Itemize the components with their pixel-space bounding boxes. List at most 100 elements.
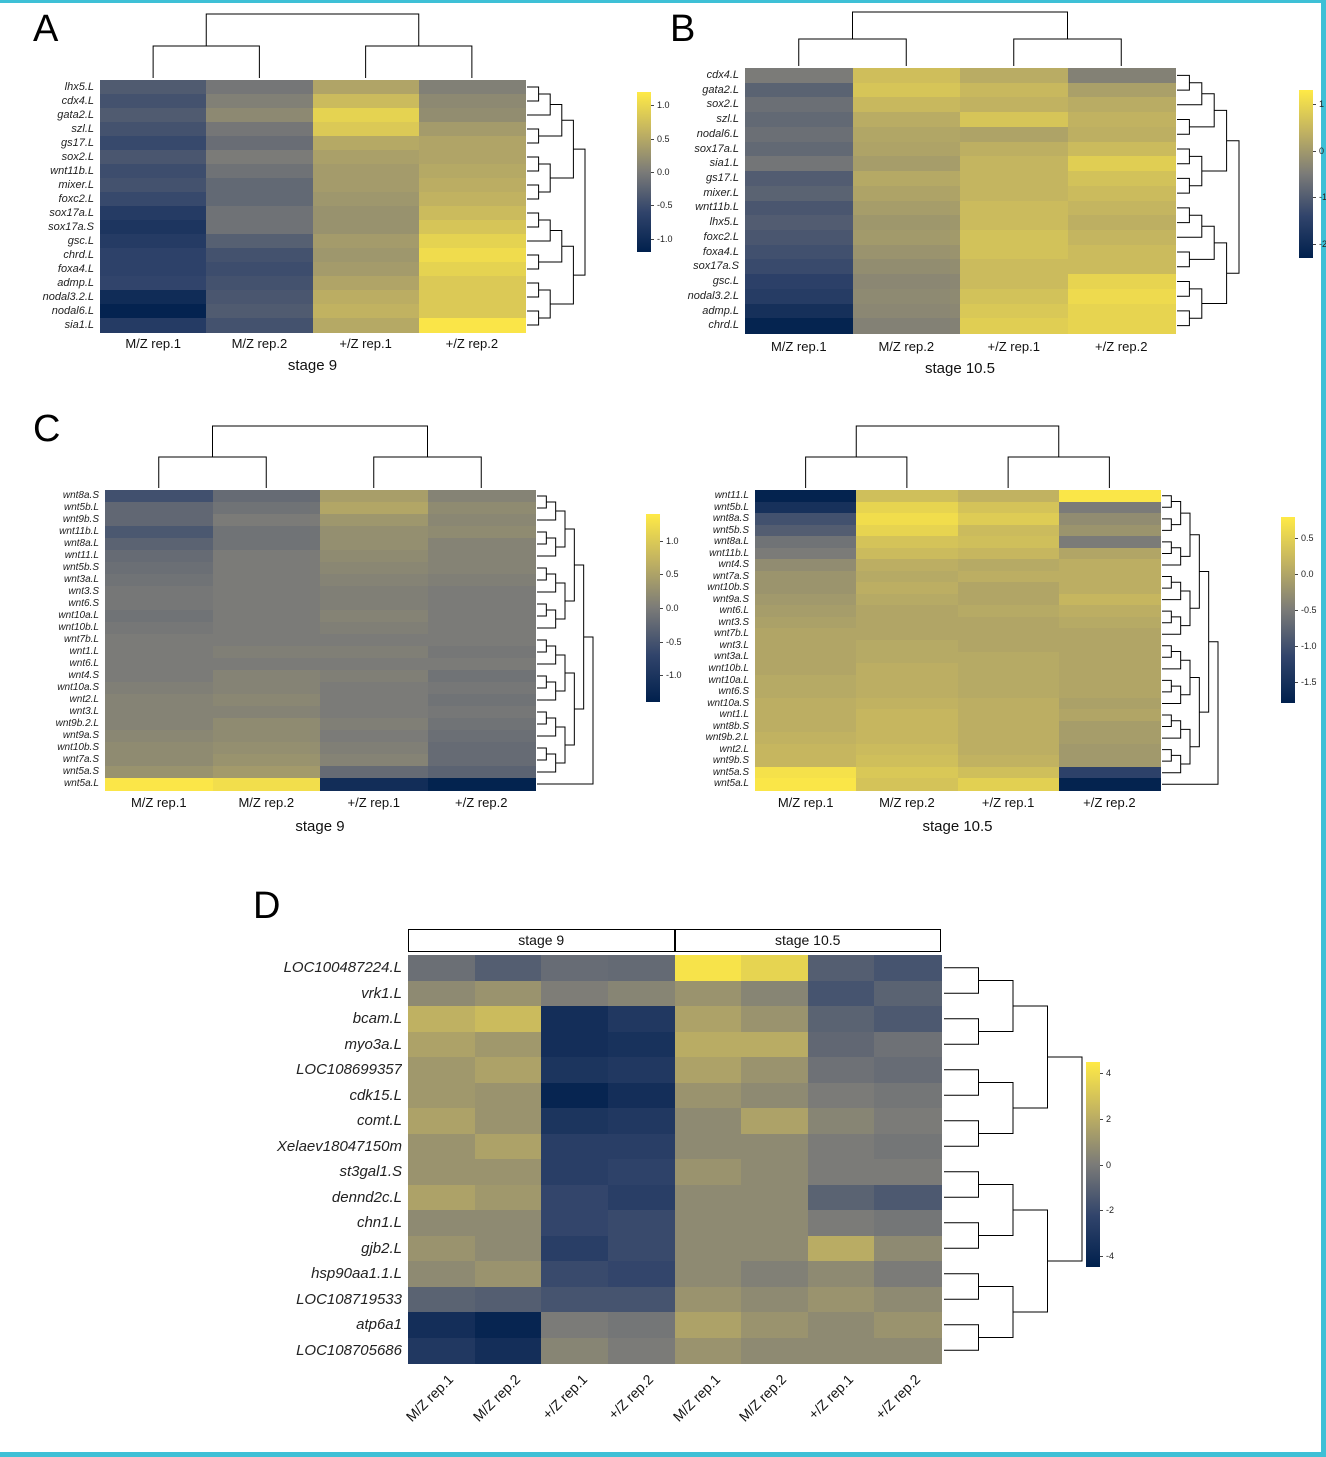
heatmap-cell <box>874 1057 942 1084</box>
heatmap-cell <box>100 122 207 137</box>
row-label: wnt8a.L <box>713 536 749 548</box>
heatmap-cell <box>745 244 854 260</box>
heatmap-cell <box>852 82 961 99</box>
heatmap-cell <box>427 514 536 527</box>
heatmap-cell <box>418 234 526 249</box>
heatmap-cell <box>856 628 959 641</box>
heatmap-cell <box>1058 651 1161 664</box>
heatmap-cell <box>212 646 321 659</box>
heatmap-cell <box>320 538 429 551</box>
heatmap-cell <box>312 206 420 221</box>
heatmap-cell <box>320 658 429 671</box>
row-label: wnt6.S <box>718 686 749 698</box>
heatmap-cell <box>856 501 959 514</box>
heatmap-cell <box>100 248 207 263</box>
heatmap-grid-b <box>745 68 1176 334</box>
column-labels-c1: M/Z rep.1 M/Z rep.2 +/Z rep.1 +/Z rep.2 <box>105 795 535 810</box>
heatmap-cell <box>206 206 314 221</box>
row-label: wnt3a.L <box>713 651 749 663</box>
heatmap-cell <box>807 955 875 982</box>
heatmap-cell <box>105 754 214 767</box>
heatmap-grid-c2 <box>755 490 1161 791</box>
heatmap-cell <box>852 141 961 157</box>
colorbar-tick-mark <box>651 205 654 207</box>
heatmap-grid-d <box>408 955 942 1364</box>
colorbar-tick-mark <box>1295 610 1298 611</box>
heatmap-cell <box>418 108 526 123</box>
heatmap-cell <box>874 1082 942 1109</box>
column-label: +/Z rep.2 <box>445 336 499 351</box>
heatmap-cell <box>474 1133 542 1160</box>
colorbar-tick-label: -1.0 <box>1301 640 1317 651</box>
heatmap-cell <box>408 980 476 1007</box>
heatmap-cell <box>741 1312 809 1339</box>
row-label: mixer.L <box>703 186 739 199</box>
heatmap-cell <box>408 1006 476 1033</box>
row-label: vrk1.L <box>361 984 402 1002</box>
heatmap-cell <box>320 730 429 743</box>
heatmap-cell <box>212 694 321 707</box>
row-label: sia1.L <box>709 157 739 170</box>
heatmap-cell <box>960 97 1069 113</box>
heatmap-cell <box>1058 605 1161 618</box>
heatmap-cell <box>807 1006 875 1033</box>
heatmap-cell <box>674 1133 742 1160</box>
row-label: wnt10a.L <box>58 610 99 621</box>
heatmap-cell <box>741 1184 809 1211</box>
heatmap-cell <box>755 628 857 641</box>
heatmap-cell <box>100 318 207 333</box>
heatmap-cell <box>206 276 314 291</box>
row-label: gata2.L <box>57 109 94 121</box>
heatmap-cell <box>874 1133 942 1160</box>
colorbar-tick-label: -1.0 <box>657 233 673 244</box>
heatmap-cell <box>541 1210 609 1237</box>
column-label: M/Z rep.2 <box>231 336 288 351</box>
row-label: wnt8a.S <box>712 513 749 525</box>
heatmap-cell <box>755 524 857 537</box>
heatmap-cell <box>957 732 1060 745</box>
column-label: +/Z rep.2 <box>1095 339 1148 354</box>
heatmap-cell <box>427 778 536 791</box>
colorbar-tick-mark <box>1295 645 1298 647</box>
colorbar <box>1281 517 1295 703</box>
heatmap-cell <box>1058 778 1161 791</box>
heatmap-cell <box>408 1286 476 1313</box>
row-label: wnt9b.2.L <box>55 718 99 729</box>
heatmap-cell <box>957 513 1060 526</box>
row-label: comt.L <box>356 1112 402 1129</box>
row-label: wnt3.S <box>718 616 749 628</box>
colorbar-tick-label: 2 <box>1106 1113 1112 1124</box>
heatmap-cell <box>741 1159 809 1186</box>
heatmap-cell <box>852 303 961 319</box>
heatmap-cell <box>745 156 854 172</box>
heatmap-cell <box>674 1031 742 1058</box>
heatmap-cell <box>212 526 321 539</box>
row-label: wnt10b.L <box>58 622 99 633</box>
row-label: foxa4.L <box>57 263 94 275</box>
heatmap-cell <box>105 682 214 695</box>
heatmap-cell <box>105 574 214 587</box>
row-label: nodal3.2.L <box>42 291 94 303</box>
heatmap-cell <box>674 1337 742 1364</box>
heatmap-cell <box>745 82 854 99</box>
heatmap-cell <box>105 742 214 755</box>
colorbar-tick-label: 0 <box>1106 1159 1112 1170</box>
heatmap-cell <box>312 234 420 249</box>
row-label: LOC108719533 <box>296 1290 402 1308</box>
heatmap-cell <box>755 536 857 549</box>
heatmap-cell <box>755 605 857 618</box>
heatmap-cell <box>852 68 961 84</box>
heatmap-cell <box>206 318 314 333</box>
heatmap-cell <box>856 605 959 618</box>
colorbar-tick-mark <box>1313 104 1316 105</box>
heatmap-cell <box>874 1312 942 1339</box>
heatmap-cell <box>206 192 314 207</box>
heatmap-cell <box>105 766 214 779</box>
colorbar-tick-mark <box>651 138 654 140</box>
colorbar-tick-label: 1.0 <box>657 100 670 111</box>
heatmap-cell <box>755 513 857 526</box>
panel-label-b: B <box>670 8 696 50</box>
heatmap-cell <box>960 303 1069 319</box>
row-label: foxa4.L <box>702 245 739 258</box>
